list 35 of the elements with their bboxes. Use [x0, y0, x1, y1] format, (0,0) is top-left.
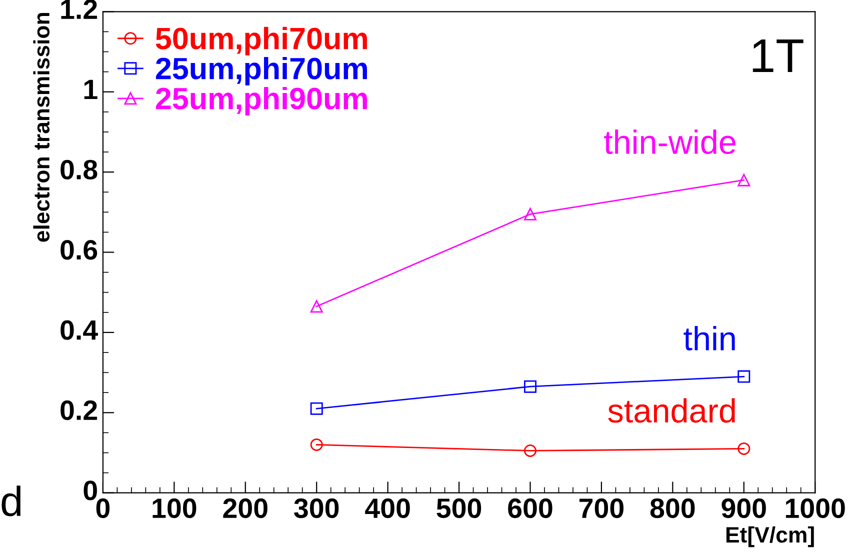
y-tick-label: 0.2	[60, 400, 97, 420]
x-tick-label: 600	[508, 498, 552, 518]
text: d	[2, 486, 20, 516]
legend-label: 25um,phi70um	[156, 56, 367, 86]
annotation: 1T	[752, 39, 804, 72]
x-tick-label: 1000	[786, 498, 845, 518]
point	[524, 444, 536, 457]
x-axis-title: Et[V/cm]	[726, 526, 814, 548]
x-tick-label: 900	[722, 498, 766, 518]
y-tick-label: 0	[84, 480, 97, 500]
y-tick-label: 1	[84, 80, 98, 100]
point	[310, 300, 323, 313]
point	[738, 370, 750, 383]
annotation: thin-wide	[604, 130, 736, 154]
y-tick-label: 0.8	[60, 160, 98, 180]
legend-label: 50um,phi70um	[156, 26, 367, 56]
x-tick-label: 100	[152, 498, 196, 518]
y-axis-title: electron transmission	[33, 13, 50, 242]
x-tick-label: 500	[436, 498, 482, 518]
point	[310, 402, 323, 415]
annotation: standard	[608, 398, 735, 423]
point	[738, 174, 750, 186]
annotation: thin	[684, 326, 735, 350]
point	[524, 380, 536, 393]
x-tick-label: 300	[294, 498, 339, 518]
x-tick-label: 400	[365, 498, 410, 518]
y-tick-label: 0.4	[60, 320, 98, 340]
x-tick-label: 700	[579, 498, 624, 518]
point	[310, 438, 323, 451]
point	[524, 208, 536, 220]
x-tick-label: 800	[650, 498, 695, 518]
point	[738, 442, 750, 455]
legend-label: 25um,phi90um	[156, 86, 367, 116]
x-tick-label: 200	[223, 498, 268, 518]
y-tick-label: 0.6	[60, 240, 98, 260]
